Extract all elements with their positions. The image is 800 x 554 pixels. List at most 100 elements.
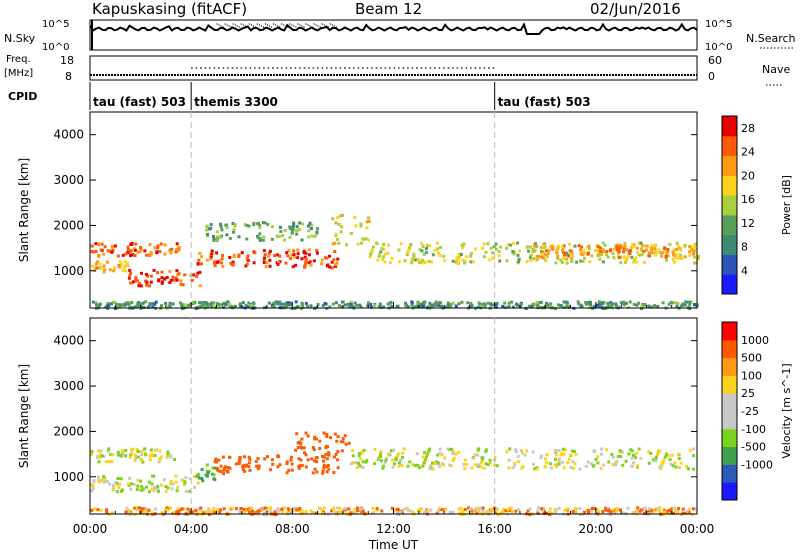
scatter-cell (286, 507, 290, 511)
scatter-cell (448, 304, 452, 308)
scatter-cell (631, 453, 635, 457)
scatter-cell (423, 510, 427, 514)
scatter-cell (93, 268, 97, 272)
scatter-cell (117, 485, 121, 489)
scatter-cell (359, 507, 363, 511)
scatter-cell (114, 481, 118, 484)
scatter-cell (463, 458, 467, 462)
scatter-cell (554, 261, 558, 265)
scatter-cell (476, 453, 480, 457)
scatter-cell (296, 248, 300, 252)
scatter-cell (316, 302, 320, 306)
scatter-cell (140, 453, 144, 457)
scatter-cell (367, 219, 371, 223)
scatter-cell (635, 260, 639, 264)
scatter-cell (163, 277, 167, 281)
scatter-cell (215, 237, 219, 241)
scatter-cell (326, 445, 329, 449)
scatter-cell (197, 507, 200, 511)
scatter-cell (150, 482, 154, 486)
scatter-cell (647, 251, 651, 255)
scatter-cell (276, 262, 280, 266)
scatter-cell (309, 263, 313, 267)
scatter-cell (133, 459, 137, 462)
scatter-cell (168, 248, 172, 252)
scatter-cell (139, 302, 143, 306)
scatter-cell (306, 458, 310, 462)
scatter-cell (340, 449, 344, 453)
scatter-cell (662, 507, 666, 511)
scatter-cell (136, 455, 140, 459)
scatter-cell (169, 251, 173, 255)
scatter-cell (228, 256, 232, 259)
scatter-cell (637, 301, 641, 305)
scatter-cell (339, 440, 343, 444)
scatter-cell (656, 304, 660, 308)
colorbar-tick-label: 20 (741, 169, 755, 182)
scatter-cell (102, 454, 106, 458)
header-date: 02/Jun/2016 (590, 0, 681, 18)
scatter-cell (677, 456, 681, 460)
scatter-cell (206, 232, 209, 236)
scatter-cell (665, 510, 669, 513)
scatter-cell (144, 509, 148, 513)
y-axis-title: Slant Range [km] (17, 364, 31, 468)
scatter-cell (571, 459, 575, 463)
scatter-cell (469, 254, 473, 258)
scatter-cell (532, 257, 536, 261)
x-tick-label: 00:00 (73, 522, 108, 536)
scatter-cell (239, 507, 243, 510)
scatter-cell (307, 224, 310, 228)
scatter-cell (244, 303, 248, 307)
scatter-cell (284, 304, 288, 308)
scatter-cell (96, 475, 100, 479)
scatter-cell (658, 251, 662, 255)
scatter-cell (318, 447, 322, 450)
scatter-cell (224, 302, 228, 306)
scatter-cell (256, 236, 260, 240)
scatter-cell (177, 509, 181, 513)
scatter-cell (398, 461, 401, 465)
scatter-cell (145, 280, 149, 284)
scatter-cell (96, 454, 100, 458)
scatter-cell (615, 460, 619, 464)
scatter-cell (599, 452, 603, 456)
scatter-cell (420, 249, 424, 253)
scatter-cell (650, 243, 654, 247)
scatter-cell (667, 302, 671, 306)
scatter-cell (191, 510, 195, 514)
scatter-cell (153, 453, 157, 457)
scatter-cell (92, 479, 96, 482)
scatter-cell (156, 271, 159, 275)
scatter-cell (637, 447, 641, 451)
scatter-cell (141, 301, 145, 305)
scatter-cell (158, 449, 162, 453)
scatter-cell (118, 264, 122, 268)
scatter-cell (103, 268, 107, 272)
scatter-cell (494, 242, 498, 246)
scatter-cell (630, 464, 634, 468)
scatter-cell (270, 237, 274, 241)
scatter-cell (336, 466, 340, 470)
scatter-cell (547, 249, 551, 253)
scatter-cell (482, 302, 486, 306)
scatter-cell (562, 466, 566, 470)
scatter-cell (635, 250, 639, 254)
scatter-cell (475, 509, 479, 512)
scatter-cell (469, 260, 473, 264)
colorbar-tick-label: -100 (741, 423, 766, 436)
scatter-cell (177, 248, 181, 252)
scatter-cell (367, 301, 370, 305)
scatter-cell (566, 461, 570, 465)
scatter-cell (356, 506, 360, 510)
scatter-cell (553, 449, 557, 453)
scatter-cell (195, 274, 199, 278)
scatter-cell (290, 230, 294, 234)
scatter-cell (637, 253, 641, 257)
scatter-cell (403, 259, 407, 263)
scatter-cell (433, 462, 437, 465)
scatter-cell (279, 230, 283, 233)
scatter-cell (102, 475, 106, 479)
scatter-cell (169, 482, 172, 486)
scatter-cell (359, 305, 363, 309)
